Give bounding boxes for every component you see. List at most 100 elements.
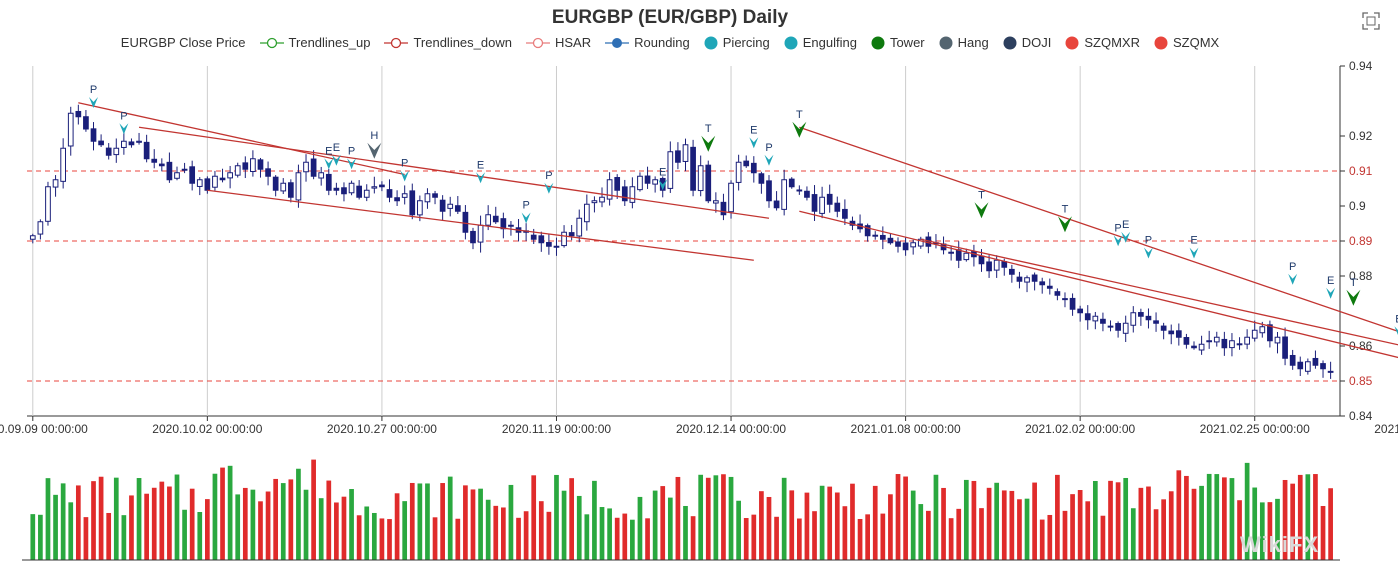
legend-item-eurgbp-close-price[interactable]: EURGBP Close Price [121,35,246,50]
candle-body [1312,357,1319,366]
volume-bar [910,490,916,560]
legend-item-trendlines-down[interactable]: Trendlines_down [384,35,512,50]
candle-body [1122,322,1129,334]
legend-item-rounding[interactable]: Rounding [605,35,690,50]
volume-bar [379,518,385,560]
pattern-marker-piercing [400,170,410,182]
volume-bar [1138,487,1144,560]
volume-bar [258,501,263,560]
volume-bar [546,511,552,560]
legend-item-szqmx[interactable]: SZQMX [1154,35,1219,50]
legend-item-trendlines-up[interactable]: Trendlines_up [259,35,370,50]
candle-body [417,200,423,216]
volume-bar [91,481,96,560]
volume-bar [98,476,104,560]
candle-body [295,172,302,201]
pattern-marker-label: P [1145,235,1152,247]
pattern-marker-label: P [1114,222,1121,234]
volume-bar [83,517,89,560]
volume-bar [1070,494,1075,560]
legend-item-piercing[interactable]: Piercing [704,35,770,50]
legend-item-engulfing[interactable]: Engulfing [784,35,857,50]
y-tick-label: 0.89 [1349,234,1373,248]
candle-body [310,158,317,177]
legend-dot-icon [1065,36,1079,49]
legend-label: Piercing [722,35,770,50]
volume-bar [1085,501,1091,560]
legend-item-szqmxr[interactable]: SZQMXR [1065,35,1140,50]
volume-bar [614,517,620,560]
volume-bar [1100,515,1106,560]
candle-body [659,177,666,191]
volume-bar [1115,482,1121,560]
legend-item-hang[interactable]: Hang [939,35,989,50]
y-tick-label: 0.85 [1349,374,1373,388]
candle-body [826,193,833,205]
volume-bar [1184,475,1189,560]
legend-label: Tower [889,35,925,50]
pattern-marker-piercing [1288,273,1298,285]
volume-bar [1032,482,1037,560]
pattern-marker-engulfing [331,154,341,166]
pattern-marker-label: T [978,189,985,201]
volume-bar [440,483,445,560]
legend-item-hsar[interactable]: HSAR [525,35,591,50]
candle-body [614,177,621,191]
volume-bar [865,514,871,560]
candle-body [287,182,294,198]
x-tick-label: 2020.12.14 00:00:00 [676,422,786,436]
fullscreen-icon[interactable] [1362,12,1380,30]
candle-body [644,175,651,184]
candle-body [318,172,325,179]
candle-body [546,242,552,247]
volume-bar [341,496,347,560]
legend-item-doji[interactable]: DOJI [1003,35,1051,50]
candle-body [1274,336,1281,344]
candle-body [773,200,780,209]
volume-bar [872,485,878,560]
candle-body [257,159,264,170]
candle-body [1008,268,1015,275]
candle-body [523,230,529,233]
volume-bar [30,514,36,560]
candle-body [386,189,393,198]
pattern-marker-tower [974,202,989,219]
volume-bar [1062,510,1068,560]
volume-bar [857,518,863,560]
candle-body [849,220,856,226]
candle-body [720,201,727,216]
candle-body [250,158,256,173]
legend-line-icon [259,37,284,48]
pattern-marker-label: P [522,200,529,212]
candle-body [1267,324,1273,342]
trendline-down [920,238,1398,346]
candle-body [1054,291,1061,296]
volume-bar [1191,488,1197,560]
volume-bar [273,478,279,560]
candle-body [166,161,173,181]
volume-bar [265,491,271,560]
candle-body [265,168,271,177]
volume-bar [1055,474,1060,560]
volume-bar [963,479,969,560]
volume-bar [554,474,559,560]
candle-body [675,150,681,163]
volume-bar [789,490,795,560]
y-tick-label: 0.84 [1349,409,1373,423]
volume-bar [220,467,225,560]
candle-body [272,176,279,191]
candle-body [591,200,598,204]
candle-body [401,193,408,198]
candle-body [743,160,750,167]
volume-bar [242,487,248,560]
pattern-marker-label: E [325,145,332,157]
legend-line-icon [605,37,630,48]
candle-body [561,231,567,247]
candle-body [1191,345,1197,349]
legend-item-tower[interactable]: Tower [871,35,925,50]
pattern-marker-piercing [119,123,129,135]
x-tick-label: 2020.10.27 00:00:00 [327,422,437,436]
volume-bar [1009,490,1015,560]
candle-body [766,180,772,202]
volume-bar [1176,470,1182,560]
